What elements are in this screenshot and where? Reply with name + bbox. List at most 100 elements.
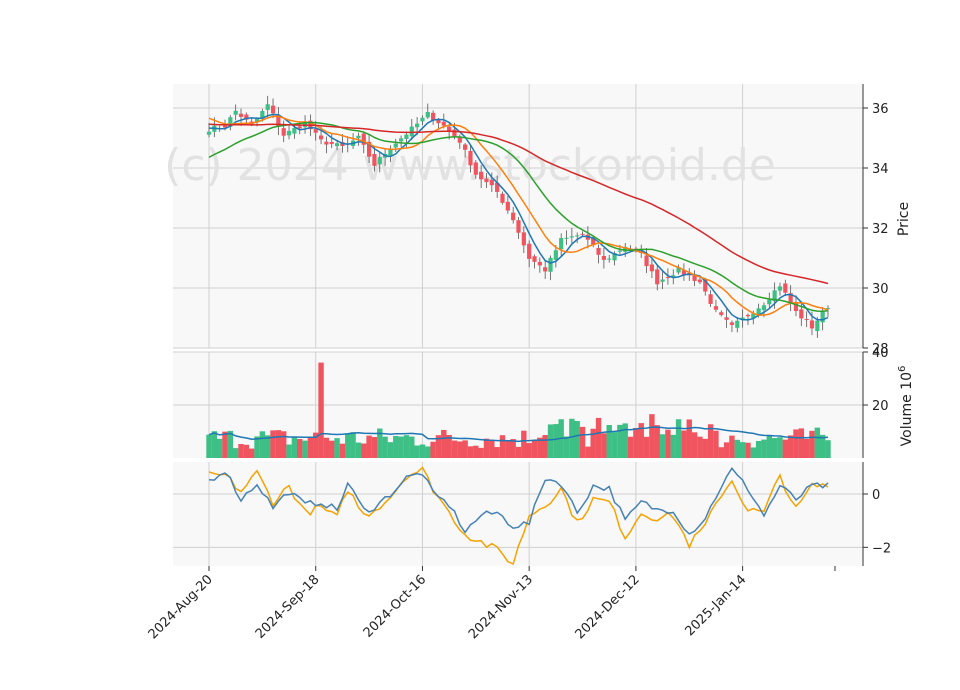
- volume-bar: [670, 434, 676, 458]
- volume-bar: [366, 435, 372, 458]
- candle-body: [361, 133, 366, 145]
- volume-bar: [345, 433, 351, 458]
- indicator-panel-bg: [173, 462, 863, 566]
- volume-bar: [286, 444, 292, 458]
- candle-body: [404, 134, 409, 139]
- price-tick-label: 32: [872, 222, 889, 237]
- candle-body: [649, 264, 655, 272]
- volume-bar: [206, 434, 212, 458]
- candle-body: [366, 141, 372, 157]
- volume-ma-line: [208, 426, 829, 443]
- volume-bar: [451, 440, 458, 458]
- indicator-tick-label: 0: [872, 488, 880, 503]
- candle-body: [495, 182, 500, 192]
- volume-tick-label: 40: [872, 346, 889, 361]
- volume-bar: [377, 428, 383, 458]
- candle-body: [767, 299, 772, 305]
- volume-bar: [627, 436, 634, 458]
- volume-bar: [350, 432, 356, 458]
- candle-body: [548, 257, 553, 272]
- volume-bar: [302, 440, 308, 458]
- volume-bar: [526, 443, 532, 458]
- candle-body: [399, 138, 404, 142]
- volume-bar: [473, 445, 479, 458]
- candle-body: [206, 131, 212, 135]
- candle-body: [238, 113, 244, 117]
- volume-bar: [537, 437, 543, 458]
- volume-bar: [777, 437, 783, 458]
- volume-bar: [665, 429, 671, 458]
- candle-body: [783, 283, 788, 293]
- volume-bar: [291, 436, 298, 458]
- candle-body: [222, 125, 228, 128]
- candle-body: [772, 290, 777, 302]
- candle-body: [457, 136, 462, 143]
- candle-body: [799, 309, 804, 319]
- candle-body: [703, 279, 708, 292]
- volume-bar: [563, 436, 570, 458]
- volume-bar: [264, 435, 271, 458]
- candle-body: [751, 313, 756, 319]
- price-tick-label: 36: [872, 102, 889, 117]
- candle-body: [393, 143, 398, 148]
- candle-body: [719, 312, 724, 315]
- volume-bar: [782, 439, 789, 458]
- x-tick-label: 2024-Oct-16: [361, 572, 429, 640]
- volume-bar: [761, 439, 767, 458]
- volume-bar: [574, 420, 580, 458]
- volume-bar: [659, 434, 666, 458]
- volume-bar: [248, 448, 255, 458]
- volume-bar: [457, 441, 463, 458]
- candle-body: [473, 162, 478, 175]
- volume-bar: [216, 438, 223, 458]
- volume-bar: [542, 435, 548, 458]
- x-tick-label: 2024-Nov-13: [466, 572, 536, 642]
- candle-body: [804, 319, 809, 321]
- volume-bar: [622, 423, 628, 458]
- candle-body: [276, 114, 281, 127]
- price-tick-label: 28: [872, 342, 889, 357]
- watermark-text: (c) 2024 www.stockoroid.de: [164, 140, 776, 191]
- candle-body: [409, 126, 414, 137]
- price-tick-label: 30: [872, 282, 889, 297]
- volume-tick-label: 20: [872, 399, 889, 414]
- candle-body: [388, 148, 393, 156]
- candle-body: [489, 179, 494, 186]
- candle-body: [463, 144, 468, 150]
- volume-bar: [643, 436, 650, 458]
- volume-bar: [691, 432, 698, 458]
- candle-body: [820, 310, 825, 323]
- volume-bar: [531, 440, 538, 458]
- candle-body: [324, 141, 329, 145]
- candle-body: [569, 236, 574, 238]
- candle-body: [270, 105, 276, 114]
- ma-20-line: [208, 121, 829, 312]
- volume-bar: [675, 419, 682, 458]
- volume-bar: [771, 438, 778, 458]
- candle-body: [260, 111, 265, 119]
- volume-bar: [281, 431, 287, 458]
- volume-bar: [617, 424, 623, 458]
- candle-body: [825, 308, 831, 310]
- volume-bar: [243, 444, 250, 458]
- volume-bar: [387, 442, 394, 458]
- volume-bar: [419, 444, 426, 458]
- volume-bar: [409, 436, 415, 458]
- price-axis-label: Price: [896, 202, 912, 236]
- candle-body: [788, 293, 793, 304]
- volume-bar: [697, 436, 703, 458]
- volume-bar: [393, 435, 399, 458]
- candle-body: [607, 258, 612, 260]
- volume-bar: [313, 432, 319, 458]
- candle-body: [516, 220, 521, 233]
- volume-bar: [729, 435, 735, 458]
- price-tick-label: 34: [872, 162, 889, 177]
- candle-body: [591, 238, 596, 246]
- candle-body: [527, 243, 532, 259]
- ma-5-line: [208, 113, 829, 321]
- candle-body: [735, 320, 740, 328]
- volume-bar: [355, 442, 362, 458]
- candle-body: [297, 126, 302, 129]
- volume-bar: [403, 435, 410, 458]
- candle-body: [505, 201, 510, 211]
